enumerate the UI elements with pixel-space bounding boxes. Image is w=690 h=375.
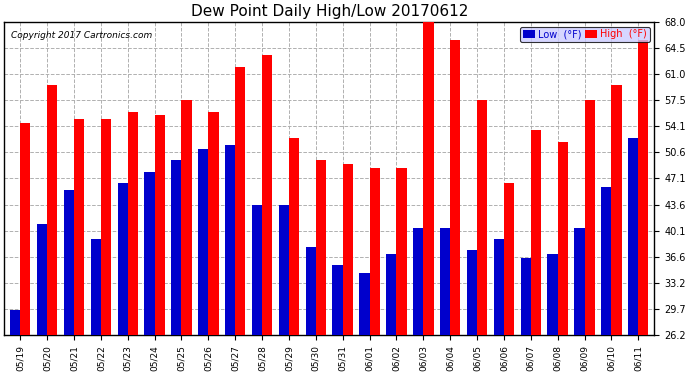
Bar	[370, 168, 380, 335]
Bar	[225, 146, 235, 335]
Bar	[37, 224, 47, 335]
Bar	[198, 149, 208, 335]
Bar	[611, 86, 622, 335]
Bar	[117, 183, 128, 335]
Bar	[279, 206, 289, 335]
Bar	[440, 228, 450, 335]
Bar	[558, 142, 568, 335]
Bar	[601, 187, 611, 335]
Bar	[20, 123, 30, 335]
Bar	[289, 138, 299, 335]
Bar	[574, 228, 584, 335]
Bar	[155, 116, 165, 335]
Bar	[144, 172, 155, 335]
Bar	[90, 239, 101, 335]
Bar	[520, 258, 531, 335]
Bar	[74, 119, 84, 335]
Title: Dew Point Daily High/Low 20170612: Dew Point Daily High/Low 20170612	[190, 4, 468, 19]
Bar	[181, 100, 192, 335]
Bar	[128, 112, 138, 335]
Bar	[493, 239, 504, 335]
Bar	[262, 56, 273, 335]
Bar	[306, 247, 316, 335]
Legend: Low  (°F), High  (°F): Low (°F), High (°F)	[520, 27, 649, 42]
Bar	[397, 168, 406, 335]
Bar	[101, 119, 111, 335]
Bar	[171, 160, 181, 335]
Bar	[450, 40, 460, 335]
Bar	[208, 112, 219, 335]
Bar	[333, 266, 343, 335]
Bar	[467, 251, 477, 335]
Bar	[477, 100, 487, 335]
Bar	[343, 164, 353, 335]
Bar	[547, 254, 558, 335]
Text: Copyright 2017 Cartronics.com: Copyright 2017 Cartronics.com	[10, 31, 152, 40]
Bar	[386, 254, 397, 335]
Bar	[252, 206, 262, 335]
Bar	[47, 86, 57, 335]
Bar	[531, 130, 541, 335]
Bar	[359, 273, 370, 335]
Bar	[235, 67, 246, 335]
Bar	[504, 183, 514, 335]
Bar	[628, 138, 638, 335]
Bar	[423, 14, 433, 335]
Bar	[10, 310, 20, 335]
Bar	[638, 40, 649, 335]
Bar	[584, 100, 595, 335]
Bar	[316, 160, 326, 335]
Bar	[413, 228, 423, 335]
Bar	[63, 190, 74, 335]
